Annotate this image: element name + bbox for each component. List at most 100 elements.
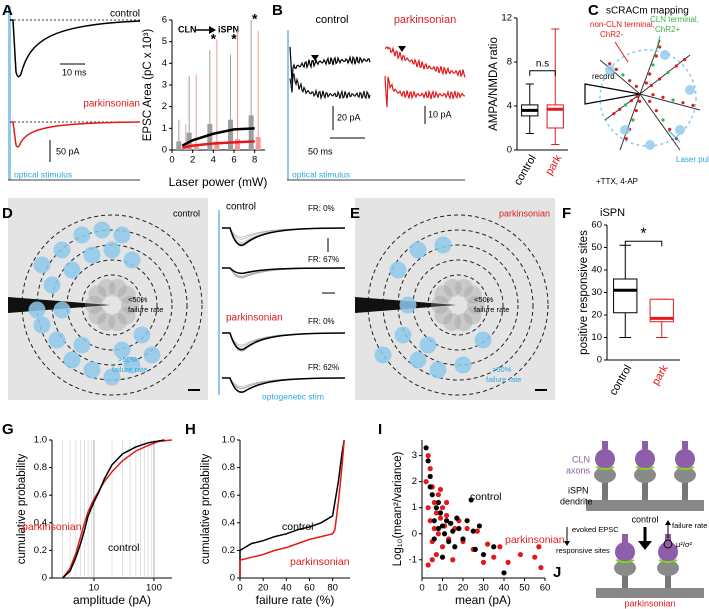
panel-label: C <box>588 2 599 19</box>
y-axis-label: Log₁₀(mean²/variance) <box>392 451 404 566</box>
gray-spot <box>434 285 453 304</box>
y-tick-label: 40 <box>591 265 602 276</box>
point <box>464 518 470 524</box>
point <box>431 499 437 506</box>
panel-label: F <box>562 205 571 222</box>
annotation: 50 pA <box>56 146 80 156</box>
x-axis-label: Laser power (mW) <box>169 175 268 189</box>
annotation: sCRACm mapping <box>606 6 689 17</box>
point <box>491 554 497 560</box>
dendrite <box>599 59 641 95</box>
y-tick-label: 0.8 <box>222 462 235 473</box>
x-tick-label: 60 <box>540 583 551 594</box>
y-tick-label: 8 <box>507 57 512 68</box>
annotation: control <box>631 514 658 524</box>
terminal <box>651 93 655 97</box>
terminal <box>644 81 648 85</box>
line <box>239 439 345 578</box>
terminal <box>624 137 628 141</box>
trace <box>384 76 466 108</box>
point <box>441 531 448 537</box>
dendrite <box>639 54 691 95</box>
point <box>435 525 441 532</box>
panel-label: J <box>553 564 561 581</box>
point <box>437 486 444 493</box>
point <box>425 458 431 464</box>
laser-spot <box>374 346 392 364</box>
annotation: failure rate <box>486 375 521 384</box>
gray-spot <box>443 313 462 332</box>
point <box>485 541 491 547</box>
laser-spot <box>620 125 630 135</box>
laser-spot <box>474 331 492 349</box>
pointer <box>654 35 661 56</box>
gray-spot <box>431 295 450 314</box>
terminal <box>675 449 695 469</box>
spine-head <box>674 467 696 483</box>
point <box>427 473 433 480</box>
bar <box>193 145 199 150</box>
laser-spot <box>454 356 472 374</box>
point <box>476 523 482 529</box>
gray-spot <box>97 313 116 332</box>
bar <box>176 141 182 150</box>
y-tick-label: 5 <box>162 36 167 47</box>
arrow-head <box>209 26 216 34</box>
y-tick-label: 0.6 <box>34 490 47 501</box>
terminal <box>668 127 672 131</box>
annotation: 50 ms <box>308 146 333 156</box>
x-tick-label: 8 <box>252 155 257 166</box>
spine-head <box>594 467 616 483</box>
terminal <box>618 107 622 111</box>
series-label: parkinsonian <box>505 534 565 546</box>
laser-spot <box>43 276 61 294</box>
point <box>497 544 503 550</box>
point <box>452 544 458 550</box>
annotation: +TTX, 4-AP <box>596 177 638 186</box>
terminal-neck <box>622 534 628 546</box>
x-tick-label: 80 <box>327 583 338 594</box>
gray-spot <box>463 306 482 325</box>
point <box>464 525 470 532</box>
spine-neck <box>602 475 608 502</box>
y-tick-label: 10 <box>591 332 602 343</box>
laser-spot <box>28 301 46 319</box>
y-tick-label: 4 <box>162 58 167 69</box>
gray-spot <box>434 306 453 325</box>
terminal <box>683 57 687 62</box>
arrow-head <box>638 541 652 550</box>
annotation: parkinsonian <box>394 14 456 26</box>
y-tick-label: 1 <box>412 502 417 513</box>
terminal <box>658 542 678 562</box>
panel-label: D <box>2 205 13 222</box>
terminal <box>671 98 675 102</box>
terminal <box>608 62 612 66</box>
annotation: μ²/σ² <box>676 540 693 549</box>
y-axis-label: AMPA/NMDA ratio <box>488 37 500 131</box>
terminal <box>648 72 652 76</box>
laser-spot <box>133 326 151 344</box>
bar <box>183 147 189 150</box>
gray-spot <box>88 285 107 304</box>
terminal <box>629 99 633 103</box>
box <box>613 278 638 314</box>
point <box>433 510 439 516</box>
spine-neck <box>622 568 628 590</box>
annotation: axons <box>566 465 591 475</box>
bracket <box>529 70 556 76</box>
trace <box>10 121 141 148</box>
y-axis-label: cumulative probability <box>200 453 212 564</box>
annotation: parkinsonian <box>499 208 550 218</box>
panel-label: H <box>185 421 196 438</box>
y-tick-label: 2 <box>412 476 417 487</box>
laser-spot <box>53 241 71 259</box>
laser-spot <box>409 241 427 259</box>
y-tick-label: 2 <box>162 101 167 112</box>
stimulus-bar <box>287 30 289 180</box>
gray-spot <box>88 306 107 325</box>
laser-spot <box>394 326 412 344</box>
x-tick-label: 50 <box>519 583 530 594</box>
synapse <box>615 559 635 563</box>
series-label: control <box>470 491 502 503</box>
